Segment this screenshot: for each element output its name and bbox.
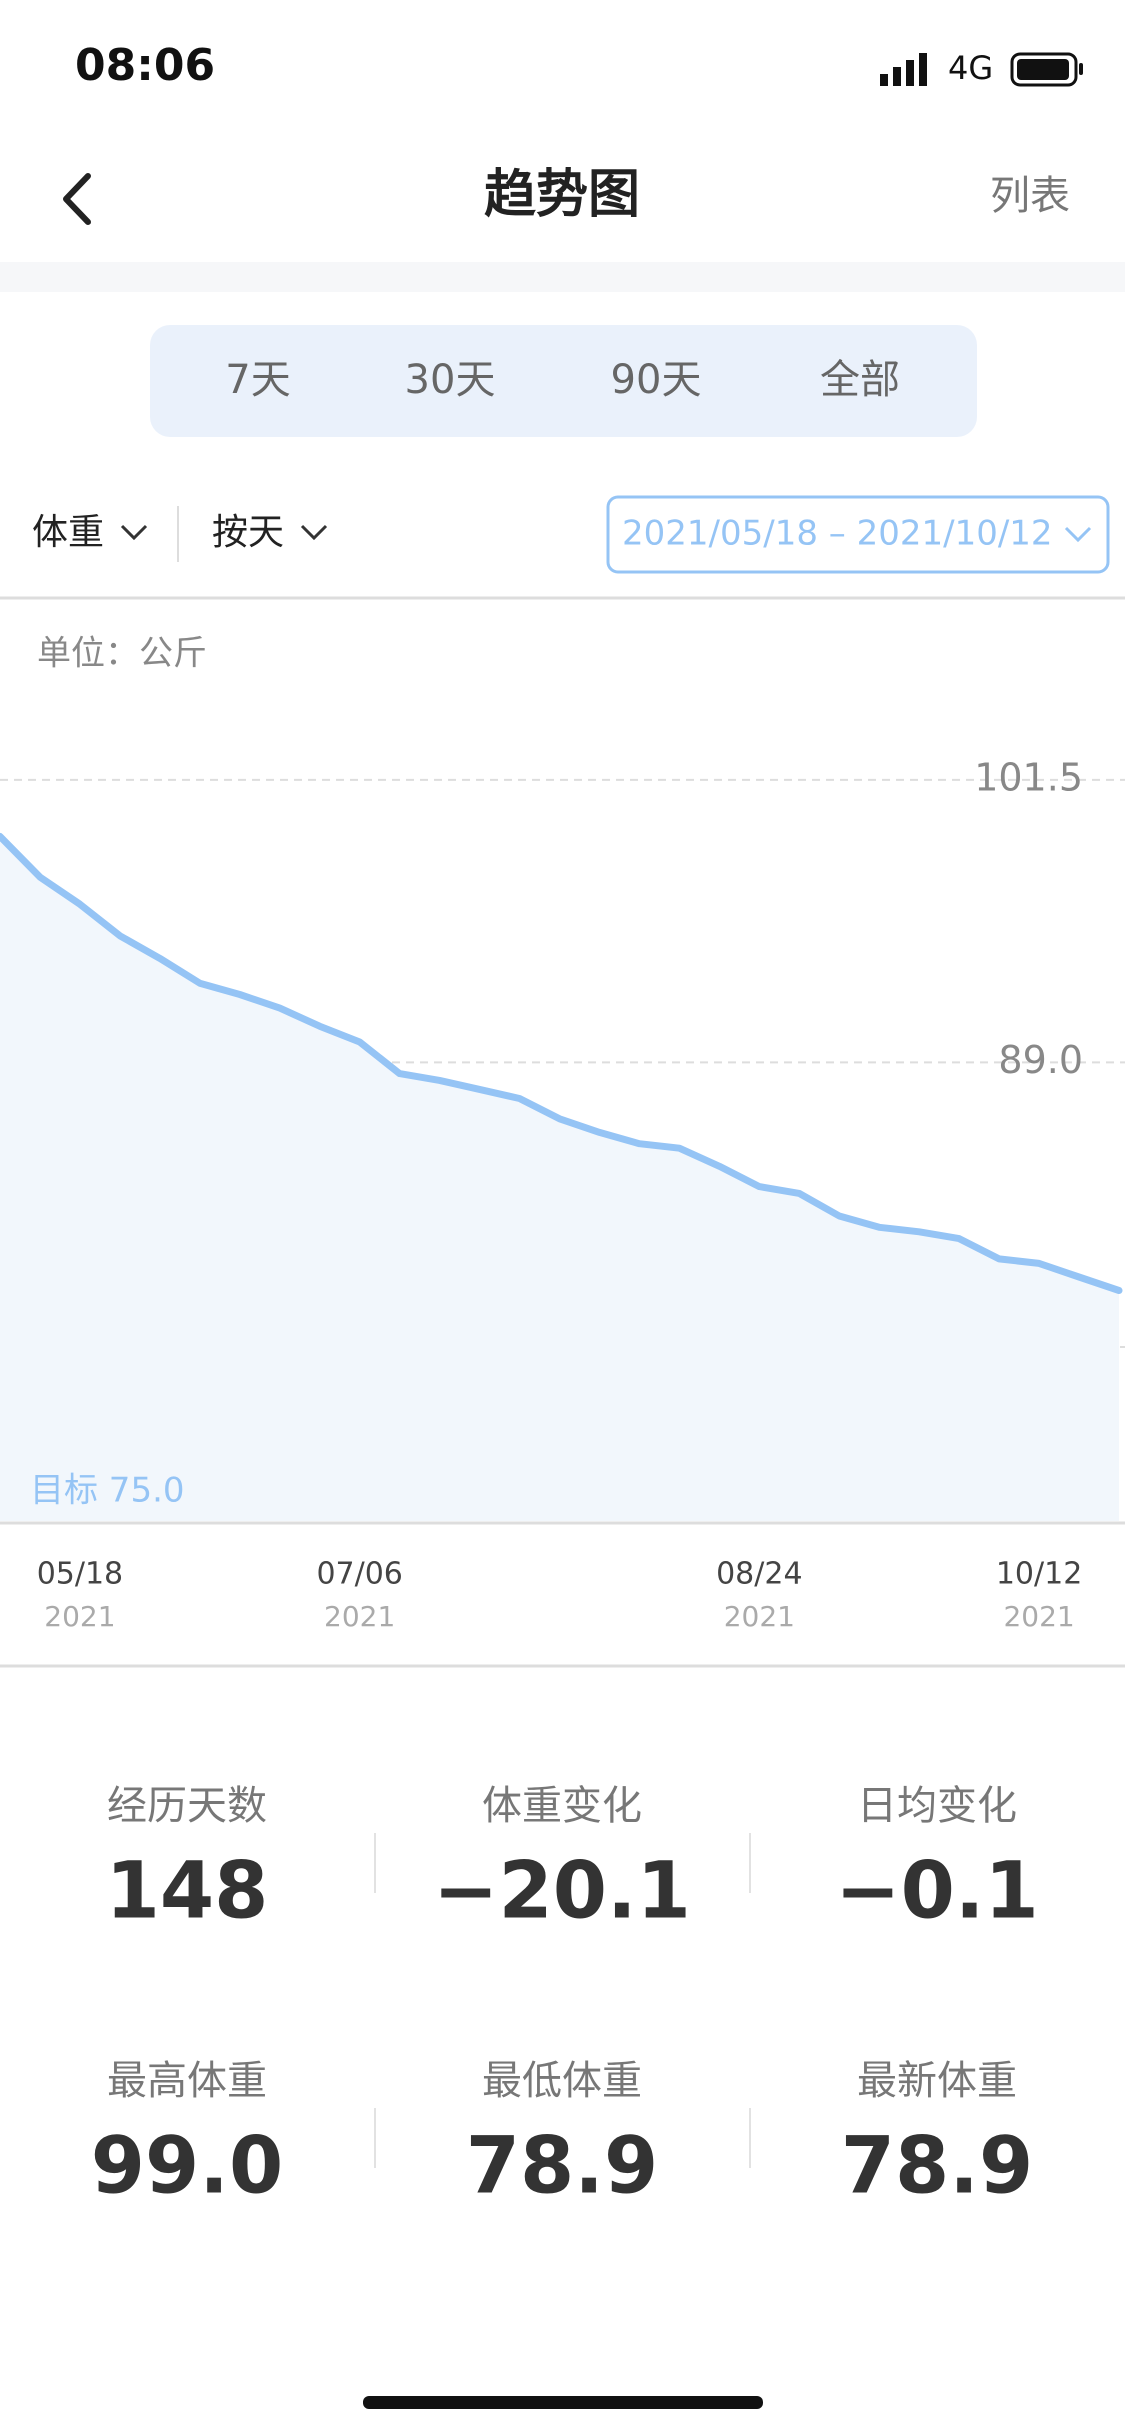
chevron [1064, 526, 1092, 543]
chevron [300, 524, 328, 541]
x-tick-year: 2021 [44, 1600, 115, 1633]
battery-icon [1010, 52, 1083, 87]
list-button[interactable]: 列表 [990, 173, 1070, 219]
signal-icon [880, 53, 927, 86]
stat-value: −0.1 [835, 1846, 1039, 1936]
stat-label: 体重变化 [482, 1783, 642, 1829]
x-tick-label: 08/24 [716, 1557, 802, 1592]
metric-select[interactable]: 体重 [32, 512, 104, 553]
home-indicator [363, 2396, 763, 2409]
status-time: 08:06 [75, 40, 215, 91]
unit-label: 单位：公斤 [37, 634, 207, 674]
chevron [120, 524, 148, 541]
x-tick-year: 2021 [324, 1600, 395, 1633]
stat-value: −20.1 [433, 1846, 691, 1936]
stat-value: 148 [106, 1846, 269, 1936]
stat-value: 78.9 [841, 2121, 1033, 2211]
x-tick-year: 2021 [724, 1600, 795, 1633]
separator [0, 262, 1125, 292]
stat-label: 最高体重 [107, 2058, 267, 2104]
y-tick-label: 101.5 [974, 755, 1083, 799]
stat-value: 78.9 [466, 2121, 658, 2211]
range-tab: 全部 [820, 357, 900, 403]
area [0, 836, 1119, 1521]
x-tick-label: 05/18 [37, 1557, 123, 1592]
line [0, 832, 1123, 1294]
stat-label: 日均变化 [857, 1783, 1017, 1829]
network-label: 4G [948, 49, 993, 87]
nav-title: 趋势图 [484, 165, 640, 225]
date-range-picker[interactable] [606, 495, 1110, 574]
target-label: 目标 75.0 [30, 1471, 185, 1511]
x-tick-label: 10/12 [996, 1557, 1082, 1592]
range-tab: 7天 [225, 357, 290, 403]
stat-value: 99.0 [91, 2121, 283, 2211]
date-range: 2021/05/18 – 2021/10/12 [622, 514, 1053, 554]
y-tick-label: 89.0 [998, 1038, 1083, 1082]
range-tabs [150, 325, 977, 437]
chart: 101.589.076.405/18202107/06202108/242021… [0, 755, 1125, 1633]
back-button[interactable] [63, 173, 91, 225]
stat-label: 经历天数 [107, 1783, 267, 1829]
range-tab: 30天 [405, 357, 496, 403]
stat-label: 最低体重 [482, 2058, 642, 2104]
stats: 经历天数 148 体重变化 −20.1 日均变化 −0.1 最高体重 99.0 最低体重 78.9… [91, 1783, 1039, 2211]
range-tab: 90天 [611, 357, 702, 403]
x-tick-year: 2021 [1003, 1600, 1074, 1633]
granularity-select[interactable]: 按天 [212, 512, 284, 553]
stat-label: 最新体重 [857, 2058, 1017, 2104]
x-tick-label: 07/06 [316, 1557, 402, 1592]
